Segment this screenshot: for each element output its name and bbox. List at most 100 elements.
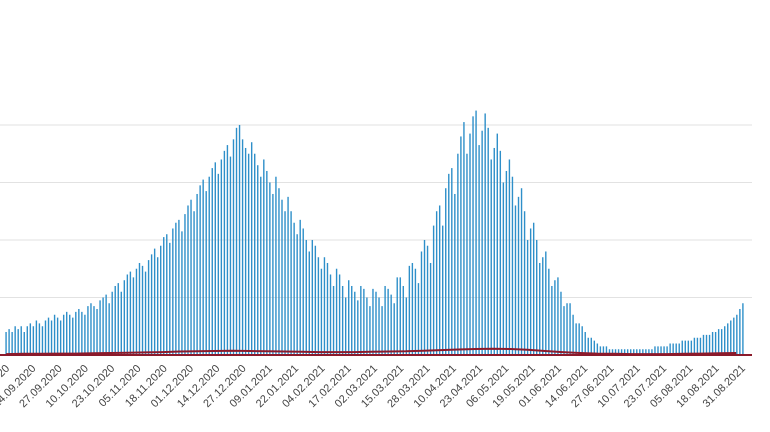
bar-55 xyxy=(172,228,174,355)
bar-213 xyxy=(651,349,653,355)
bar-7 xyxy=(26,326,28,355)
bar-179 xyxy=(548,268,550,355)
bar-69 xyxy=(214,162,216,355)
bar-164 xyxy=(502,182,505,355)
bar-94 xyxy=(290,211,292,355)
bar-239 xyxy=(730,320,732,355)
bar-89 xyxy=(275,176,277,355)
bar-45 xyxy=(141,265,144,355)
bar-4 xyxy=(17,329,19,355)
bar-88 xyxy=(272,193,274,355)
bar-188 xyxy=(575,323,577,355)
bar-56 xyxy=(175,222,177,355)
bar-208 xyxy=(636,349,638,355)
bar-81 xyxy=(250,142,253,355)
bar-119 xyxy=(366,297,368,355)
bar-44 xyxy=(138,262,141,355)
bar-104 xyxy=(320,268,323,355)
bar-107 xyxy=(329,274,332,355)
bar-209 xyxy=(639,349,641,355)
bar-224 xyxy=(684,340,686,355)
bar-211 xyxy=(645,349,647,355)
bar-0 xyxy=(5,331,7,355)
bar-138 xyxy=(423,239,426,355)
bar-228 xyxy=(696,337,699,355)
bar-108 xyxy=(332,285,335,355)
bar-205 xyxy=(626,349,629,355)
bar-222 xyxy=(678,343,680,355)
bar-227 xyxy=(693,337,696,355)
bar-111 xyxy=(341,285,344,355)
bar-110 xyxy=(338,274,341,355)
bar-129 xyxy=(396,277,398,355)
line-series xyxy=(6,347,737,356)
bar-113 xyxy=(348,280,350,355)
bar-198 xyxy=(605,346,608,355)
bar-229 xyxy=(699,337,702,355)
bar-85 xyxy=(263,159,265,355)
bar-154 xyxy=(472,116,474,356)
bar-49 xyxy=(153,248,156,355)
bar-210 xyxy=(642,349,644,355)
bar-15 xyxy=(50,320,53,355)
bar-219 xyxy=(669,343,671,355)
bar-5 xyxy=(20,326,22,355)
bar-195 xyxy=(596,343,599,355)
bar-65 xyxy=(202,179,204,355)
bar-167 xyxy=(511,176,514,355)
bar-27 xyxy=(87,306,89,355)
bar-61 xyxy=(190,199,192,355)
bar-100 xyxy=(308,251,310,355)
bar-57 xyxy=(178,219,180,355)
bar-123 xyxy=(378,297,380,355)
bar-70 xyxy=(217,173,220,355)
bar-139 xyxy=(426,245,429,355)
bar-22 xyxy=(72,317,74,355)
bar-118 xyxy=(363,288,365,355)
bar-185 xyxy=(566,303,568,355)
bar-106 xyxy=(326,262,329,355)
bar-212 xyxy=(648,349,650,355)
bar-184 xyxy=(563,306,565,355)
bar-176 xyxy=(539,262,541,355)
bar-216 xyxy=(660,346,662,355)
bar-237 xyxy=(724,326,726,355)
bar-200 xyxy=(611,349,614,355)
bar-64 xyxy=(199,185,201,355)
bar-204 xyxy=(623,349,626,355)
bar-46 xyxy=(144,271,147,355)
bar-160 xyxy=(490,159,492,355)
grid-lines xyxy=(0,124,752,298)
bar-30 xyxy=(96,308,98,355)
bar-146 xyxy=(448,173,450,355)
bar-183 xyxy=(560,291,562,355)
bar-231 xyxy=(705,334,708,355)
bar-197 xyxy=(602,346,605,355)
bar-158 xyxy=(484,113,486,355)
bar-125 xyxy=(384,285,386,355)
bar-126 xyxy=(387,288,389,355)
bar-225 xyxy=(687,340,690,355)
bar-127 xyxy=(390,294,392,355)
bar-18 xyxy=(59,320,62,355)
bar-99 xyxy=(305,239,307,355)
bar-3 xyxy=(14,326,16,355)
bar-151 xyxy=(463,122,465,355)
bar-35 xyxy=(111,291,113,355)
bar-23 xyxy=(75,311,77,355)
bar-60 xyxy=(187,205,189,355)
bar-152 xyxy=(466,153,468,355)
bar-181 xyxy=(554,280,556,355)
bar-155 xyxy=(475,110,477,356)
bar-66 xyxy=(205,191,207,355)
bar-130 xyxy=(399,277,401,355)
bar-75 xyxy=(232,139,235,355)
bar-190 xyxy=(581,326,583,355)
bar-144 xyxy=(442,225,444,355)
bar-98 xyxy=(302,228,304,355)
bar-72 xyxy=(223,150,226,355)
bar-233 xyxy=(711,331,714,355)
bar-174 xyxy=(532,222,535,355)
bar-196 xyxy=(599,346,602,355)
